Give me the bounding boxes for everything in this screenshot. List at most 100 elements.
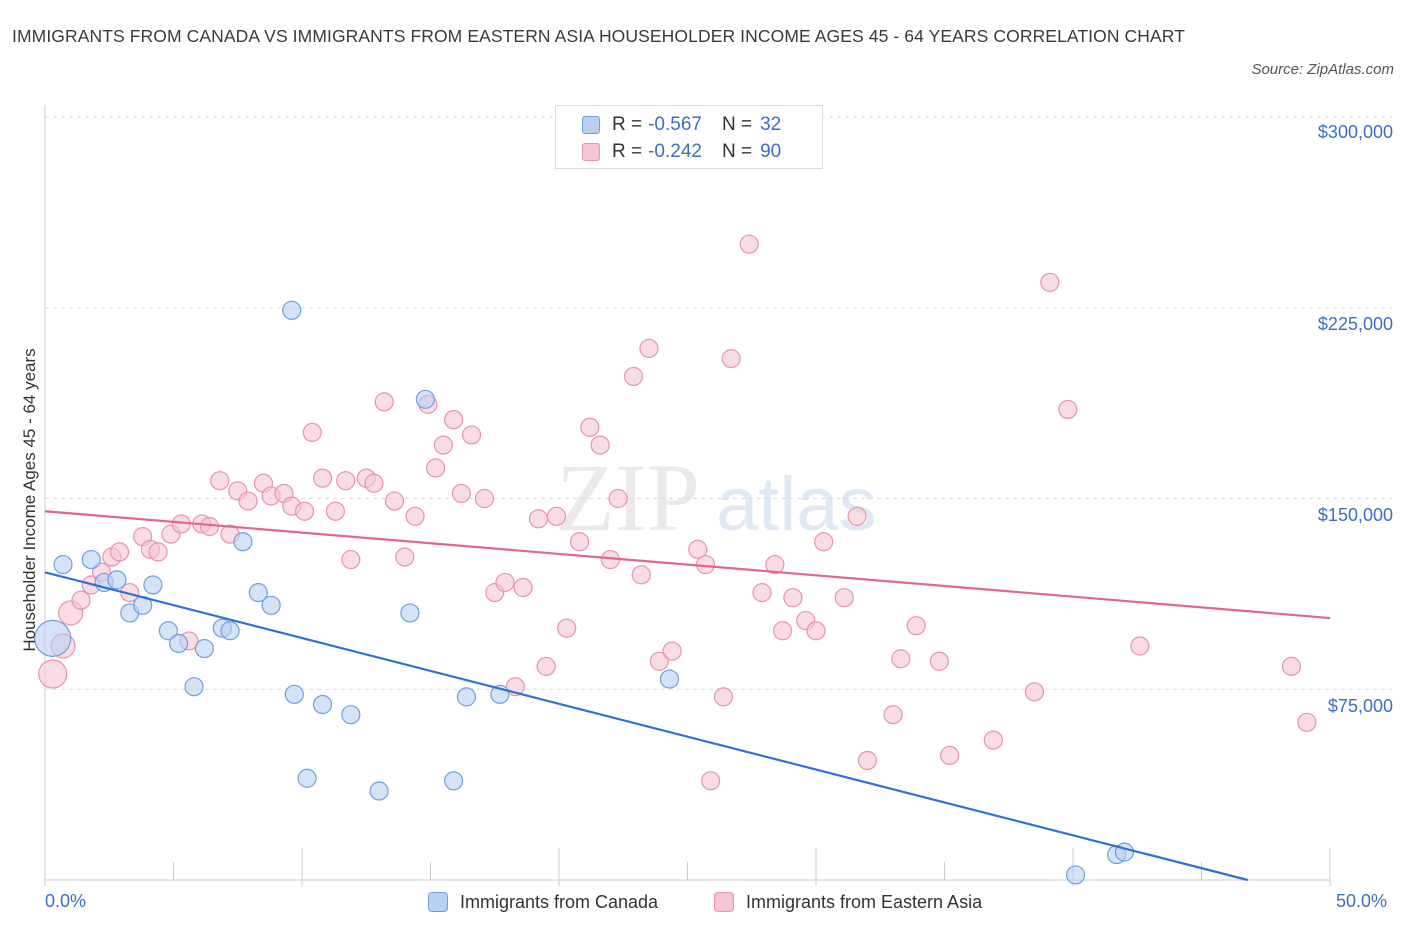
chart-title: IMMIGRANTS FROM CANADA VS IMMIGRANTS FRO… — [12, 26, 1186, 46]
y-tick-label: $225,000 — [1317, 314, 1393, 334]
data-point-eastern-asia — [834, 588, 854, 608]
legend-n-label: N = — [721, 141, 753, 162]
data-point-eastern-asia — [536, 656, 556, 676]
data-point-canada — [169, 633, 189, 654]
y-tick-label: $75,000 — [1327, 696, 1393, 716]
data-point-eastern-asia — [238, 491, 258, 511]
data-point-canada — [282, 300, 302, 320]
data-point-eastern-asia — [395, 547, 415, 567]
data-point-canada — [369, 781, 389, 801]
data-point-eastern-asia — [569, 532, 590, 552]
data-point-eastern-asia — [765, 555, 785, 575]
data-point-eastern-asia — [513, 577, 533, 598]
legend-row-canada: R = -0.567 N = 32 — [582, 113, 781, 137]
data-point-eastern-asia — [883, 705, 903, 725]
y-axis-label: Householder Income Ages 45 - 64 years — [20, 348, 39, 652]
data-point-eastern-asia — [688, 539, 708, 559]
data-point-canada — [261, 595, 281, 615]
data-point-canada — [1065, 865, 1086, 885]
legend-row-asia: R = -0.242 N = 90 — [582, 140, 781, 164]
axes — [44, 105, 1331, 886]
data-point-eastern-asia — [302, 422, 322, 442]
data-point-eastern-asia — [906, 616, 926, 636]
series-canada — [34, 300, 1135, 885]
data-point-eastern-asia — [148, 542, 168, 562]
legend-r-value: -0.567 — [648, 114, 702, 135]
data-point-canada — [341, 705, 361, 725]
data-point-eastern-asia — [210, 471, 230, 491]
data-point-eastern-asia — [929, 651, 949, 671]
data-point-canada — [194, 638, 214, 659]
data-point-eastern-asia — [546, 506, 567, 526]
data-point-eastern-asia — [474, 488, 495, 509]
trend-lines — [44, 510, 1331, 882]
data-point-eastern-asia — [590, 435, 610, 455]
data-point-canada — [220, 621, 240, 641]
data-point-canada — [107, 570, 127, 590]
data-point-eastern-asia — [847, 506, 867, 526]
trend-line-eastern-asia — [44, 510, 1331, 620]
bottom-legend-canada: Immigrants from Canada — [428, 889, 658, 915]
trend-line-canada — [44, 571, 1249, 882]
data-point-eastern-asia — [623, 366, 644, 387]
data-point-eastern-asia — [580, 417, 600, 437]
data-point-eastern-asia — [495, 572, 515, 593]
data-point-eastern-asia — [739, 234, 759, 254]
data-point-eastern-asia — [341, 549, 361, 570]
data-point-eastern-asia — [752, 583, 772, 603]
x-tick-label: 0.0% — [45, 891, 87, 911]
x-tick-label: 50.0% — [1336, 891, 1388, 911]
data-point-canada — [53, 555, 73, 575]
data-point-eastern-asia — [71, 590, 91, 610]
data-point-eastern-asia — [462, 425, 482, 445]
data-point-eastern-asia — [772, 621, 793, 641]
data-point-eastern-asia — [384, 491, 405, 511]
data-point-eastern-asia — [1058, 399, 1078, 420]
data-point-eastern-asia — [294, 501, 315, 521]
bottom-legend-label-canada: Immigrants from Canada — [460, 891, 659, 912]
y-tick-label: $150,000 — [1317, 505, 1393, 525]
data-point-canada — [248, 583, 268, 603]
source-label: Source: ZipAtlas.com — [1251, 61, 1394, 78]
data-point-canada — [400, 603, 420, 623]
bottom-legend-swatch-canada — [428, 892, 448, 912]
bottom-legend-label-asia: Immigrants from Eastern Asia — [746, 891, 983, 912]
data-point-eastern-asia — [426, 458, 446, 478]
data-point-eastern-asia — [713, 687, 734, 707]
data-point-eastern-asia — [608, 488, 628, 509]
legend-n-value: 90 — [760, 141, 782, 162]
data-point-eastern-asia — [325, 501, 346, 521]
data-point-eastern-asia — [940, 745, 960, 765]
data-point-canada — [233, 532, 253, 552]
data-point-eastern-asia — [891, 649, 911, 669]
series-eastern-asia — [38, 234, 1317, 791]
data-point-eastern-asia — [639, 338, 659, 359]
stats-legend: R = -0.567 N = 32 R = -0.242 N = 90 — [555, 105, 823, 169]
data-point-eastern-asia — [1024, 682, 1045, 702]
legend-swatch-canada — [582, 116, 600, 134]
data-point-eastern-asia — [374, 392, 394, 412]
watermark: ZIP atlas — [556, 444, 877, 551]
watermark-atlas: atlas — [716, 462, 877, 547]
data-point-canada — [158, 621, 178, 641]
data-point-canada — [444, 771, 464, 791]
data-point-eastern-asia — [806, 621, 826, 641]
data-point-canada — [415, 389, 435, 409]
data-point-eastern-asia — [983, 730, 1003, 750]
data-point-eastern-asia — [38, 659, 68, 689]
data-point-eastern-asia — [814, 532, 834, 552]
data-point-eastern-asia — [451, 483, 471, 504]
data-point-canada — [456, 687, 477, 707]
data-point-canada — [184, 677, 204, 697]
legend-n-label: N = — [721, 114, 753, 135]
grid-lines — [45, 116, 1392, 690]
data-point-eastern-asia — [405, 506, 425, 526]
data-point-eastern-asia — [701, 771, 721, 791]
bottom-legend-swatch-asia — [714, 892, 734, 912]
data-point-eastern-asia — [364, 473, 384, 493]
data-point-eastern-asia — [1040, 272, 1060, 292]
legend-swatch-asia — [582, 143, 600, 161]
data-point-canada — [34, 619, 72, 657]
data-point-eastern-asia — [433, 435, 453, 455]
